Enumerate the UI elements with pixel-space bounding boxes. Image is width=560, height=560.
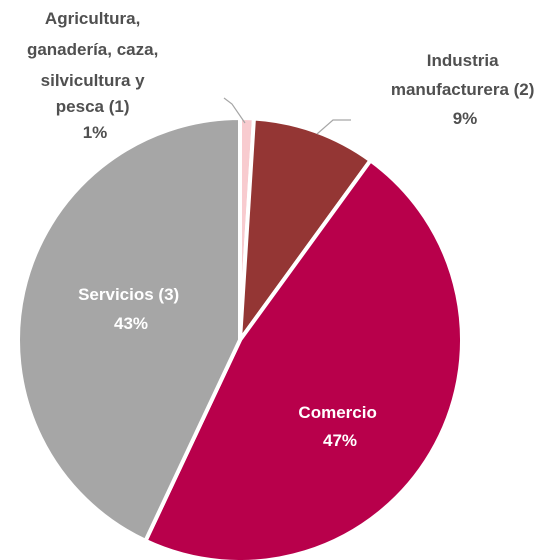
pie-slice-servicios	[16, 116, 242, 543]
slice-label-industria-line-1: Industria	[427, 51, 499, 70]
slice-label-comercio-line-1: Comercio	[298, 403, 376, 422]
pie-slices	[16, 116, 464, 560]
slice-label-servicios-line-1: Servicios (3)	[78, 285, 179, 304]
slice-value-agricultura: 1%	[83, 123, 108, 142]
leader-line-industria	[316, 119, 351, 135]
slice-label-industria-line-2: manufacturera (2)	[391, 80, 535, 99]
slice-label-agricultura-line-2: ganadería, caza,	[27, 40, 158, 59]
slice-label-agricultura-line-3: silvicultura y	[41, 71, 145, 90]
slice-label-comercio: Comercio 47%	[298, 403, 381, 450]
slice-label-agricultura: Agricultura, ganadería, caza, silvicultu…	[27, 9, 163, 142]
slice-labels: Agricultura, ganadería, caza, silvicultu…	[27, 9, 539, 450]
slice-value-servicios: 43%	[114, 314, 148, 333]
pie-slice-comercio	[143, 158, 464, 560]
pie-slice-industria	[238, 116, 373, 342]
leader-line-agricultura	[223, 97, 246, 124]
slice-value-comercio: 47%	[323, 431, 357, 450]
leader-lines	[223, 97, 351, 135]
slice-label-agricultura-line-4: pesca (1)	[56, 97, 130, 116]
slice-label-agricultura-line-1: Agricultura,	[45, 9, 140, 28]
slice-value-industria: 9%	[453, 109, 478, 128]
slice-label-servicios: Servicios (3) 43%	[78, 285, 184, 333]
slice-label-industria: Industria manufacturera (2) 9%	[391, 51, 539, 128]
